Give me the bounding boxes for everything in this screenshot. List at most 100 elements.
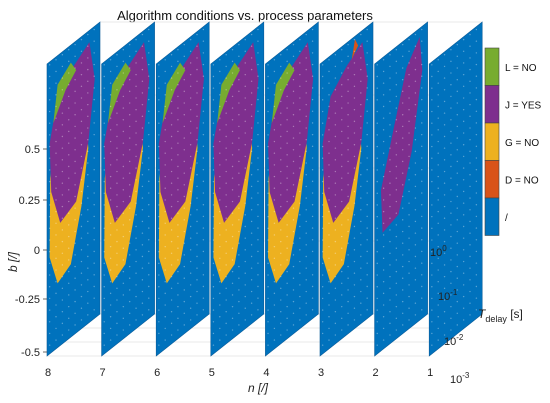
dot xyxy=(299,319,301,321)
dot xyxy=(170,322,173,325)
dot xyxy=(212,110,215,113)
dot xyxy=(196,150,198,153)
dot xyxy=(158,87,160,89)
dot xyxy=(267,321,269,323)
dot xyxy=(141,162,144,164)
dot xyxy=(116,159,118,161)
dot xyxy=(250,244,253,246)
dot xyxy=(376,332,378,335)
dot xyxy=(257,297,259,299)
dot xyxy=(250,150,253,153)
dot xyxy=(148,169,150,171)
dot xyxy=(80,284,83,286)
dot xyxy=(456,289,458,291)
dot xyxy=(61,77,64,79)
dot xyxy=(469,209,471,211)
dot xyxy=(267,332,269,335)
dot xyxy=(170,159,173,161)
dot xyxy=(401,55,404,58)
dot xyxy=(61,240,64,243)
dot xyxy=(347,254,349,256)
dot xyxy=(321,286,324,288)
dot xyxy=(431,251,433,253)
dot xyxy=(311,215,314,218)
dot xyxy=(469,139,471,141)
dot xyxy=(219,59,221,61)
dot xyxy=(87,220,89,223)
slice-n5 xyxy=(210,21,265,357)
dot xyxy=(401,300,404,303)
dot xyxy=(341,235,343,238)
dot xyxy=(389,54,391,56)
dot xyxy=(366,297,368,299)
dot xyxy=(196,220,198,223)
dot xyxy=(212,204,215,206)
dot xyxy=(141,92,144,94)
dot xyxy=(257,215,259,218)
dot xyxy=(148,192,150,194)
dot xyxy=(177,212,179,214)
dot xyxy=(443,252,446,254)
dot xyxy=(212,274,215,276)
dot xyxy=(196,290,198,293)
dot xyxy=(292,55,295,58)
dot xyxy=(122,95,125,98)
dot xyxy=(55,327,57,330)
dot xyxy=(414,209,417,211)
dot xyxy=(267,251,269,253)
dot xyxy=(122,154,125,156)
dot xyxy=(231,212,234,214)
dot xyxy=(414,185,417,188)
dot xyxy=(238,137,240,139)
dot xyxy=(389,77,391,79)
dot xyxy=(462,202,465,204)
dot xyxy=(93,227,95,229)
dot xyxy=(202,274,205,276)
dot xyxy=(68,107,70,109)
dot xyxy=(109,292,112,295)
dot xyxy=(103,297,105,300)
dot xyxy=(382,327,385,330)
dot xyxy=(80,237,83,239)
dot xyxy=(273,292,276,295)
dot xyxy=(93,63,95,66)
dot xyxy=(116,77,118,79)
dot xyxy=(158,99,160,101)
dot xyxy=(74,43,76,46)
dot xyxy=(238,242,240,244)
dot xyxy=(334,112,337,114)
dot xyxy=(376,274,378,276)
dot xyxy=(267,204,269,206)
dot xyxy=(80,85,83,88)
dot xyxy=(87,127,89,129)
dot xyxy=(353,319,356,321)
dot xyxy=(273,234,276,236)
dot xyxy=(158,251,160,253)
dot xyxy=(280,275,282,278)
dot xyxy=(328,152,330,154)
dot xyxy=(299,38,301,41)
dot xyxy=(48,157,51,159)
dot xyxy=(280,124,282,126)
dot xyxy=(87,45,89,47)
dot xyxy=(116,322,118,325)
dot xyxy=(87,150,89,153)
dot xyxy=(267,180,269,183)
dot xyxy=(376,262,378,265)
dot xyxy=(122,165,125,168)
dot xyxy=(347,195,349,198)
dot xyxy=(360,57,362,59)
dot xyxy=(347,102,349,104)
dot xyxy=(202,63,205,66)
dot xyxy=(128,265,131,268)
dot xyxy=(189,202,192,204)
dot xyxy=(141,127,144,129)
dot xyxy=(299,109,301,111)
dot xyxy=(341,72,343,74)
dot xyxy=(238,207,240,209)
dot xyxy=(183,137,185,139)
dot xyxy=(212,122,215,124)
dot xyxy=(109,316,112,318)
dot xyxy=(347,160,349,163)
